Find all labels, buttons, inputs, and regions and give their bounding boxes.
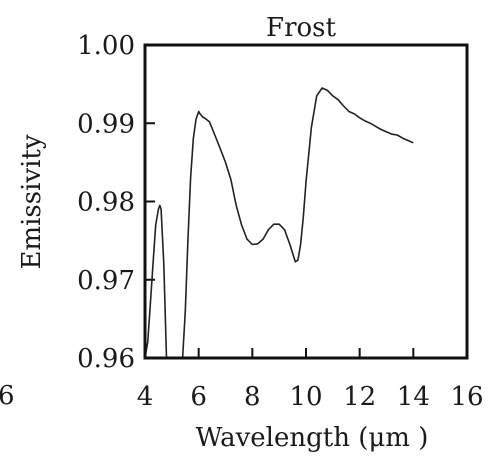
y-tick-label: 0.98 xyxy=(77,188,135,218)
y-tick-label: 1.00 xyxy=(77,31,135,61)
x-tick-label: 10 xyxy=(289,382,322,412)
left-edge-fragment: 6 xyxy=(0,381,15,411)
plot-frame xyxy=(143,43,469,360)
y-tick-label: 0.97 xyxy=(77,266,135,296)
x-axis-ticks: 4 6 8 10 12 14 16 xyxy=(137,348,484,412)
emissivity-series-line xyxy=(144,87,414,359)
x-tick-label: 14 xyxy=(397,382,430,412)
y-axis-title: Emissivity xyxy=(17,134,47,269)
x-axis-title: Wavelength (μm ) xyxy=(196,423,429,453)
y-tick-label: 0.96 xyxy=(77,344,135,374)
chart-title: Frost xyxy=(266,13,336,43)
y-tick-label: 0.99 xyxy=(77,109,135,139)
x-tick-label: 8 xyxy=(244,382,261,412)
x-tick-label: 12 xyxy=(343,382,376,412)
x-tick-label: 6 xyxy=(190,382,207,412)
y-axis-ticks: 0.96 0.97 0.98 0.99 1.00 xyxy=(77,31,155,374)
x-tick-label: 16 xyxy=(450,382,483,412)
x-tick-label: 4 xyxy=(137,382,154,412)
